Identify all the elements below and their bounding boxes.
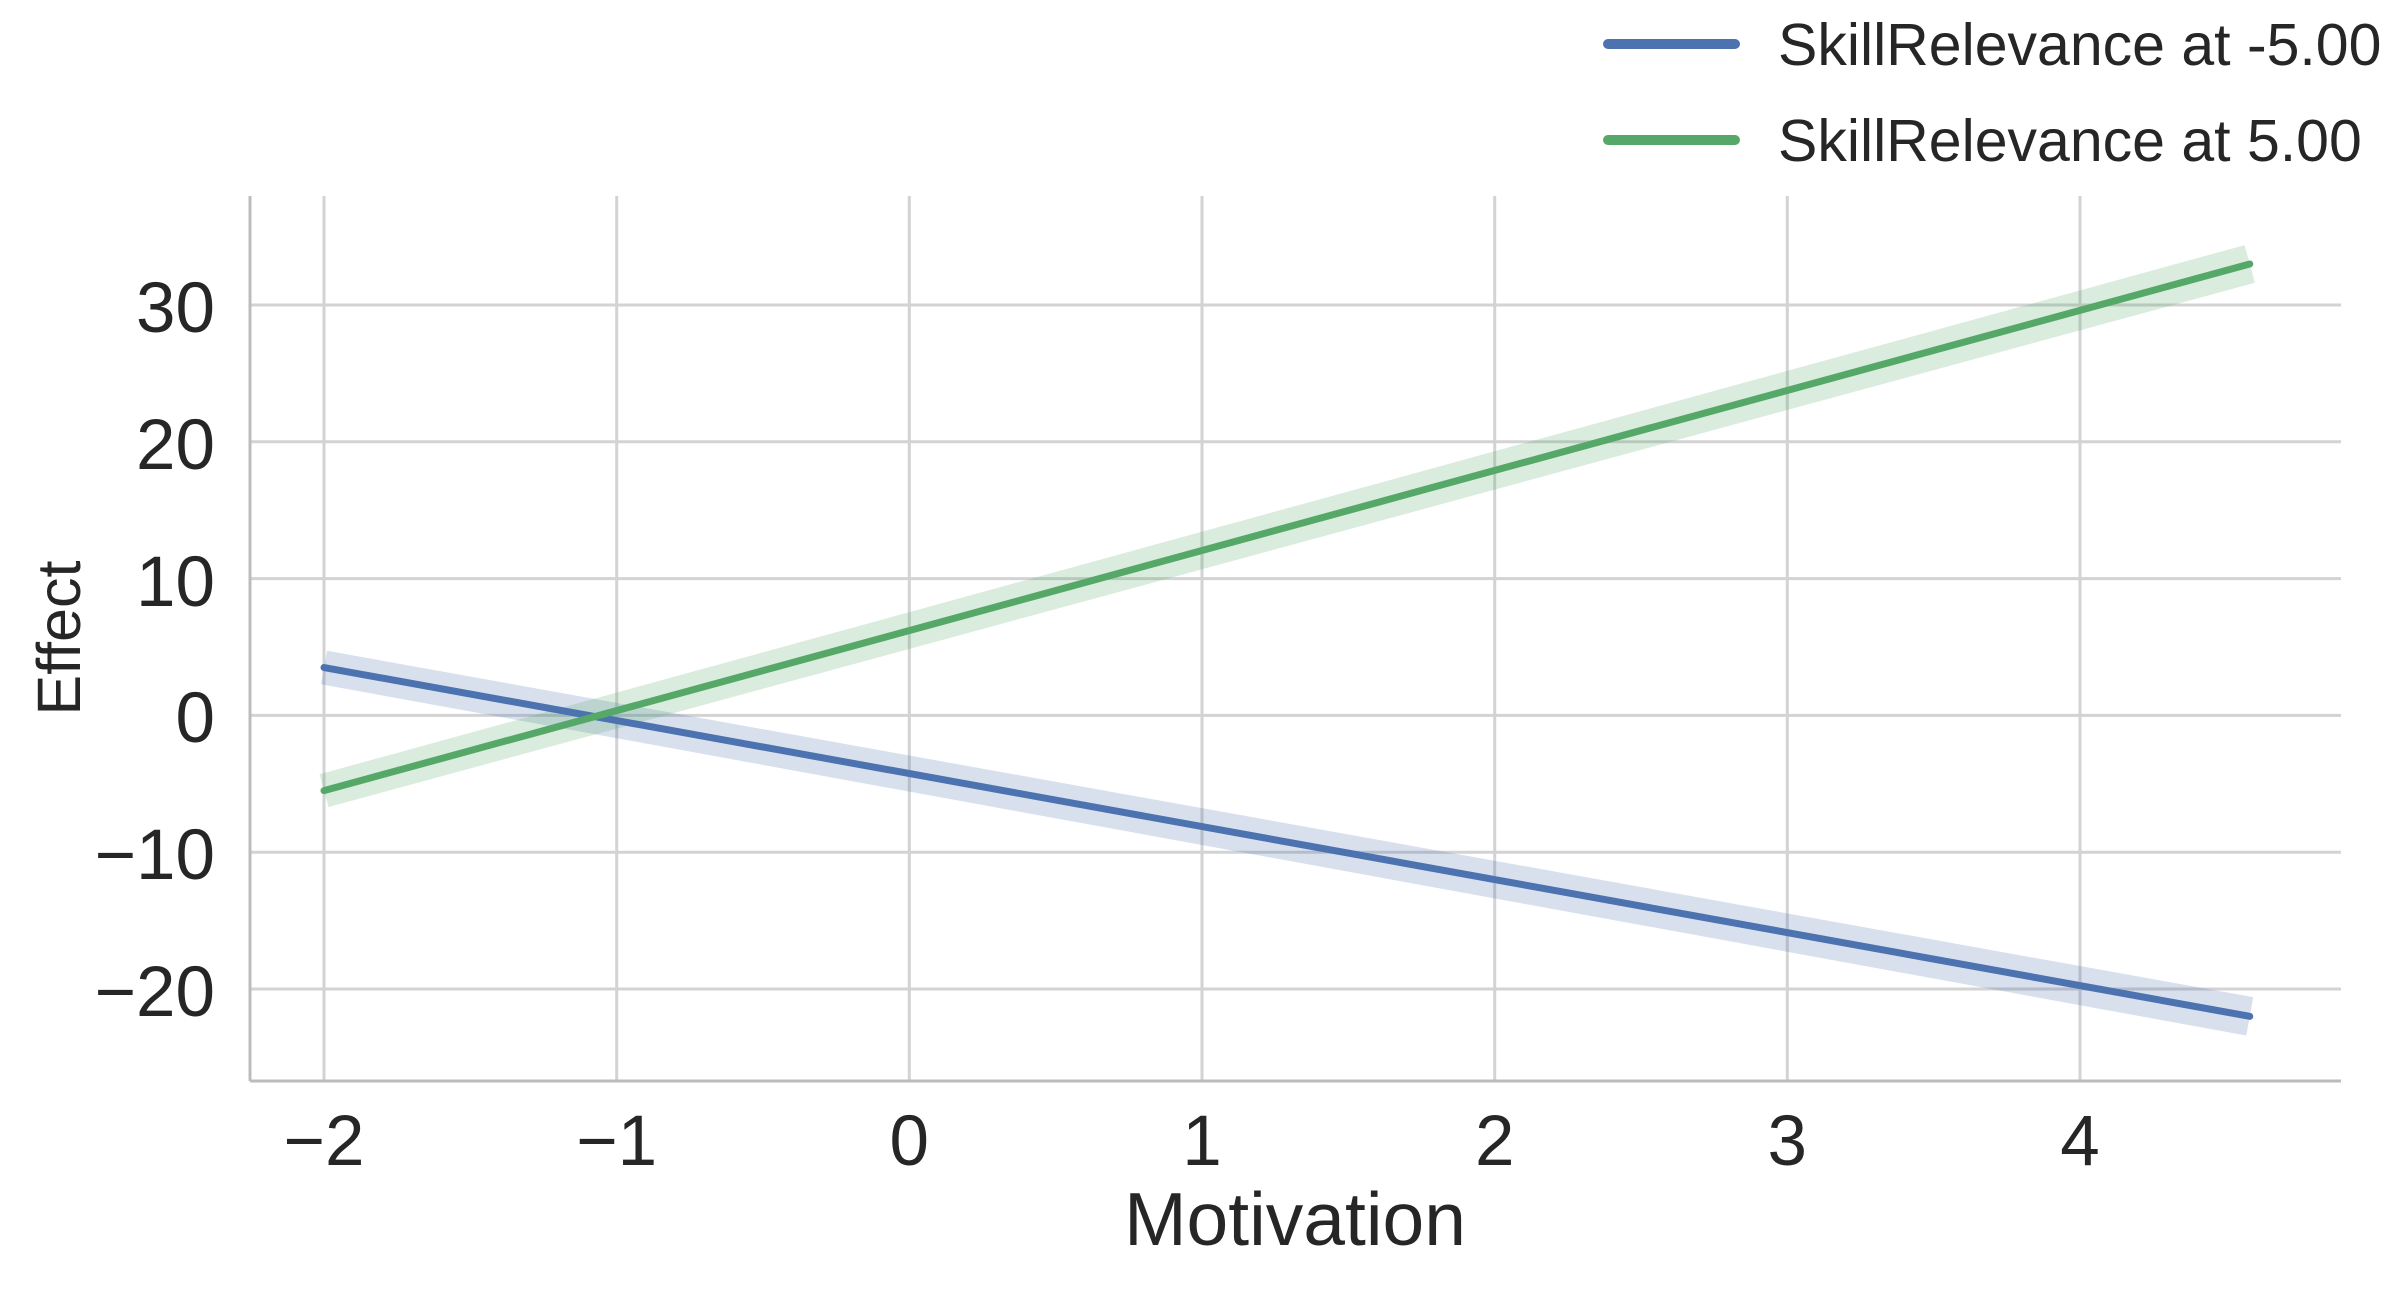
svg-text:−2: −2 bbox=[284, 1102, 365, 1181]
svg-text:SkillRelevance at -5.00: SkillRelevance at -5.00 bbox=[1778, 12, 2381, 78]
svg-text:−1: −1 bbox=[576, 1102, 657, 1181]
svg-text:1: 1 bbox=[1182, 1102, 1222, 1181]
svg-text:−10: −10 bbox=[95, 816, 215, 895]
svg-text:4: 4 bbox=[2060, 1102, 2100, 1181]
svg-text:0: 0 bbox=[176, 679, 216, 758]
svg-text:SkillRelevance at 5.00: SkillRelevance at 5.00 bbox=[1778, 108, 2362, 174]
svg-text:Motivation: Motivation bbox=[1124, 1177, 1466, 1261]
svg-text:2: 2 bbox=[1475, 1102, 1515, 1181]
svg-text:−20: −20 bbox=[95, 953, 215, 1032]
svg-text:Effect: Effect bbox=[25, 561, 93, 716]
svg-text:30: 30 bbox=[136, 269, 215, 348]
svg-text:20: 20 bbox=[136, 406, 215, 485]
svg-text:10: 10 bbox=[136, 543, 215, 622]
svg-text:0: 0 bbox=[890, 1102, 930, 1181]
svg-text:3: 3 bbox=[1768, 1102, 1808, 1181]
